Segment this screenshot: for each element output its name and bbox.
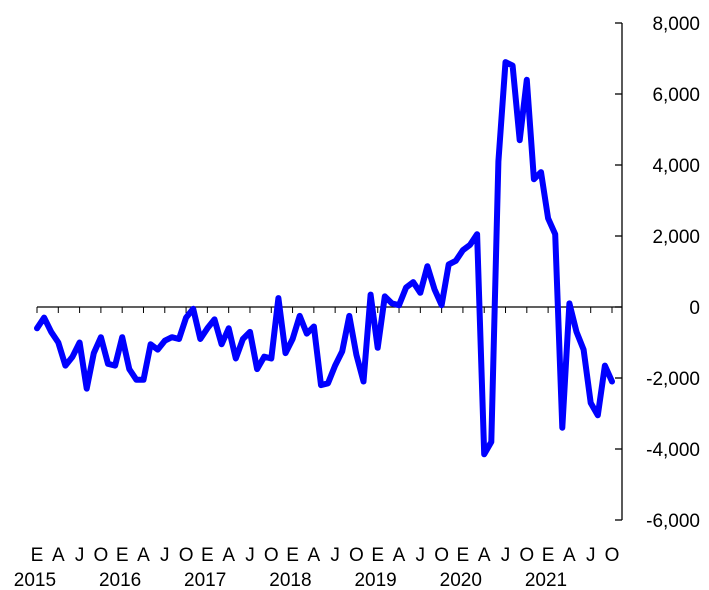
series-layer (34, 59, 615, 458)
x-month-label: A (52, 545, 65, 566)
x-month-label: A (308, 545, 321, 566)
zero-baseline-layer (36, 306, 622, 313)
x-year-label: 2018 (269, 570, 311, 590)
x-month-label: J (160, 545, 170, 566)
x-month-label: J (330, 545, 340, 566)
y-tick-label: 4,000 (652, 156, 700, 177)
x-month-label: E (31, 545, 44, 566)
x-month-label: O (264, 545, 279, 566)
x-month-label: O (605, 545, 620, 566)
x-year-label: 2020 (440, 570, 482, 590)
x-month-label: A (563, 545, 576, 566)
x-month-label: J (75, 545, 85, 566)
series-line (34, 59, 615, 458)
x-month-label: O (94, 545, 109, 566)
x-month-label: J (245, 545, 255, 566)
y-tick-label: -4,000 (646, 440, 700, 461)
x-month-label: E (457, 545, 470, 566)
x-month-label: A (393, 545, 406, 566)
y-tick-label: 2,000 (652, 227, 700, 248)
x-month-label: J (586, 545, 596, 566)
x-month-label: E (116, 545, 129, 566)
y-tick-label: -6,000 (646, 511, 700, 532)
x-month-label: J (416, 545, 426, 566)
y-axis: 8,000 6,000 4,000 2,000 0 -2,000 -4,000 -6,000 (615, 14, 700, 532)
x-month-label: A (478, 545, 491, 566)
x-month-label: O (434, 545, 449, 566)
x-month-label: A (222, 545, 235, 566)
x-year-label: 2017 (184, 570, 226, 590)
y-tick-label: -2,000 (646, 369, 700, 390)
x-month-label: O (179, 545, 194, 566)
x-year-label: 2016 (99, 570, 141, 590)
y-tick-label: 6,000 (652, 85, 700, 106)
x-month-label: E (286, 545, 299, 566)
x-month-label: E (371, 545, 384, 566)
x-year-label: 2015 (14, 570, 56, 590)
x-month-label: E (542, 545, 555, 566)
x-month-label: O (349, 545, 364, 566)
x-month-label: E (201, 545, 214, 566)
x-year-label: 2021 (525, 570, 567, 590)
x-month-label: A (137, 545, 150, 566)
y-tick-label: 0 (689, 298, 700, 319)
x-month-label: J (501, 545, 511, 566)
x-month-label: O (519, 545, 534, 566)
x-year-label: 2019 (354, 570, 396, 590)
y-tick-label: 8,000 (652, 14, 700, 35)
